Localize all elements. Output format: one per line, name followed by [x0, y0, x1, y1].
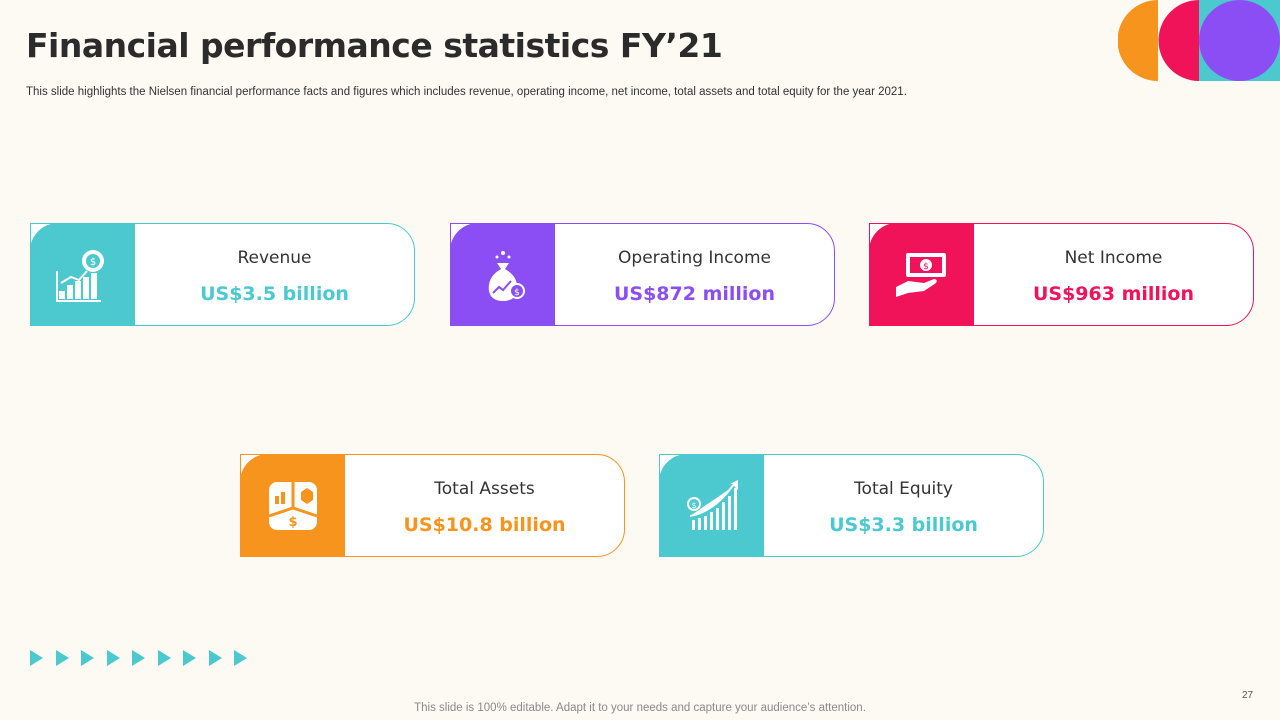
svg-text:$: $	[691, 501, 696, 510]
svg-text:$: $	[288, 515, 297, 530]
svg-text:$: $	[514, 288, 520, 298]
page-number: 27	[1242, 690, 1254, 701]
money-bag-icon: $	[488, 250, 525, 301]
revenue-card: $ Revenue US$3.5 billion	[30, 223, 415, 326]
assets-icon: $	[268, 481, 317, 530]
revenue-icon-box: $	[30, 223, 135, 326]
net-income-icon-box: $	[869, 223, 974, 326]
svg-text:$: $	[89, 257, 95, 268]
growth-chart-icon: $	[686, 479, 738, 530]
revenue-value: US$3.5 billion	[200, 283, 349, 305]
total-assets-label: Total Assets	[434, 479, 535, 499]
arrow-icon	[234, 650, 247, 666]
total-assets-card: $ Total Assets US$10.8 billion	[240, 454, 625, 557]
decorative-arrows	[30, 650, 251, 666]
total-assets-icon-box: $	[240, 454, 345, 557]
slide-title: Financial performance statistics FY’21	[26, 26, 723, 65]
arrow-icon	[106, 650, 120, 666]
total-equity-card: $ Total Equity US$3.3 billion	[659, 454, 1044, 557]
arrow-icon	[55, 650, 69, 666]
arrow-icon	[30, 650, 43, 666]
decorative-circles	[1118, 0, 1280, 81]
total-equity-label: Total Equity	[854, 479, 953, 499]
hand-cash-icon: $	[895, 252, 946, 297]
revenue-chart-gear-icon: $	[55, 249, 104, 302]
slide-subtitle: This slide highlights the Nielsen financ…	[26, 86, 907, 98]
arrow-icon	[132, 650, 145, 666]
footer-note: This slide is 100% editable. Adapt it to…	[414, 702, 866, 714]
arrow-icon	[81, 650, 94, 666]
total-assets-value: US$10.8 billion	[403, 514, 566, 536]
arrow-icon	[208, 650, 222, 666]
net-income-value: US$963 million	[1032, 283, 1195, 305]
revenue-label: Revenue	[237, 248, 312, 268]
arrow-icon	[183, 650, 196, 666]
operating-income-icon-box: $	[450, 223, 555, 326]
total-equity-icon-box: $	[659, 454, 764, 557]
svg-text:$: $	[923, 262, 929, 272]
operating-income-value: US$872 million	[613, 283, 776, 305]
operating-income-label: Operating Income	[618, 248, 771, 268]
net-income-card: $ Net Income US$963 million	[869, 223, 1254, 326]
total-equity-value: US$3.3 billion	[829, 514, 978, 536]
net-income-label: Net Income	[1064, 248, 1163, 268]
operating-income-card: $ Operating Income US$872 million	[450, 223, 835, 326]
arrow-icon	[157, 650, 171, 666]
